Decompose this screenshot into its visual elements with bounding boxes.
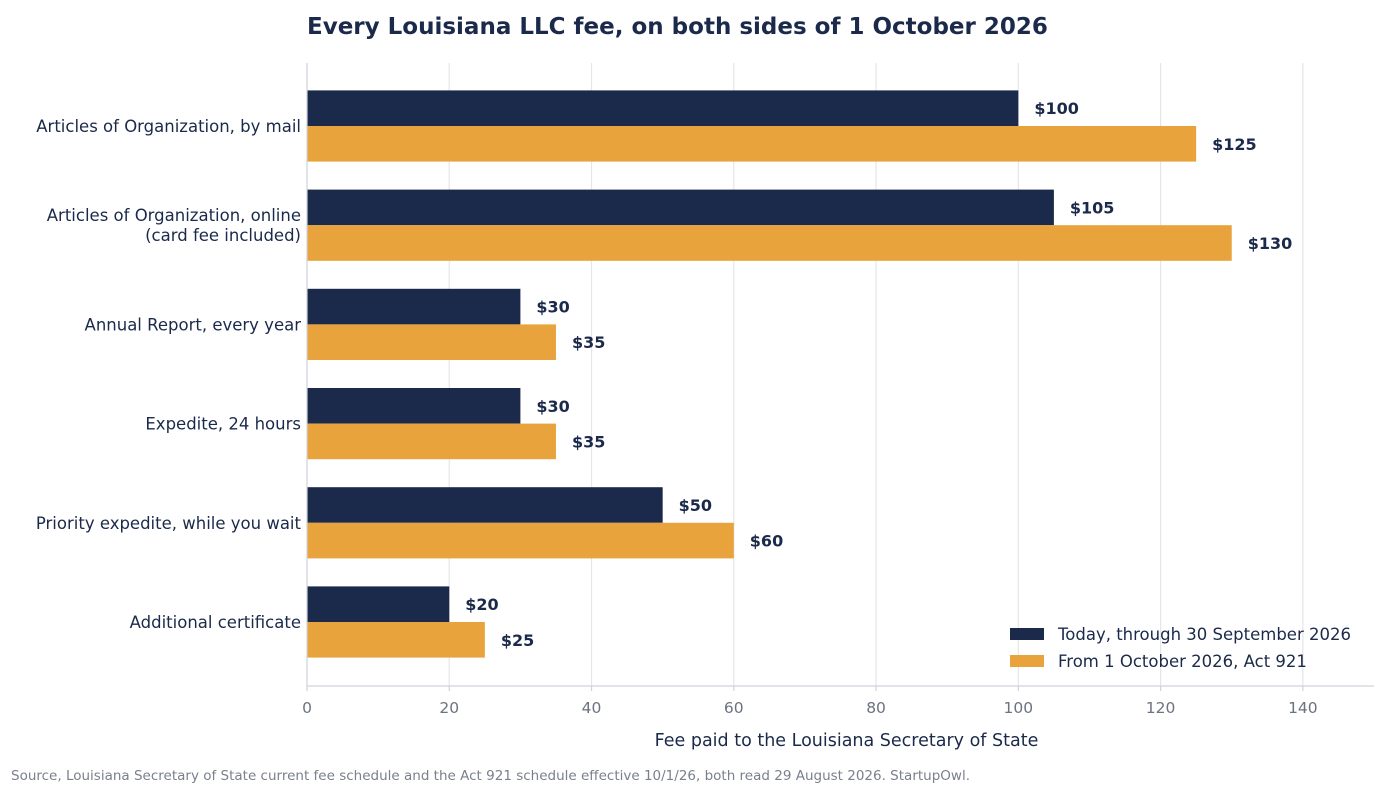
category-label-line: Priority expedite, while you wait: [36, 514, 302, 533]
bar-s0-c5: [307, 586, 450, 622]
category-label-0: Articles of Organization, by mail: [36, 117, 301, 136]
bar-s1-c3: [307, 423, 556, 460]
bar-s0-c4: [307, 487, 663, 523]
category-label-line: (card fee included): [145, 226, 301, 245]
bar-s0-c3: [307, 388, 521, 424]
category-label-line: Expedite, 24 hours: [145, 415, 301, 434]
bar-s0-c1: [307, 189, 1054, 226]
category-label-line: Articles of Organization, online: [47, 206, 301, 225]
bar-s1-c2: [307, 324, 556, 360]
x-tick-label-6: 120: [1146, 699, 1176, 717]
legend-label-1: From 1 October 2026, Act 921: [1058, 652, 1307, 671]
category-label-2: Annual Report, every year: [85, 315, 302, 334]
x-tick-label-4: 80: [866, 699, 886, 717]
category-label-3: Expedite, 24 hours: [145, 415, 301, 434]
category-label-line: Additional certificate: [130, 613, 301, 632]
chart-title: Every Louisiana LLC fee, on both sides o…: [307, 14, 1048, 40]
value-label-s1-c2: $35: [572, 333, 605, 352]
value-label-s1-c3: $35: [572, 432, 605, 451]
x-tick-label-1: 20: [439, 699, 459, 717]
value-label-s0-c4: $50: [679, 496, 712, 515]
legend-label-0: Today, through 30 September 2026: [1057, 625, 1351, 644]
category-label-line: Annual Report, every year: [85, 315, 302, 334]
bar-s1-c1: [307, 225, 1232, 261]
value-label-s0-c0: $100: [1034, 99, 1079, 118]
value-label-s1-c1: $130: [1248, 234, 1293, 253]
category-label-line: Articles of Organization, by mail: [36, 117, 301, 136]
legend-swatch-0: [1010, 628, 1044, 640]
category-label-5: Additional certificate: [130, 613, 301, 632]
x-axis-label: Fee paid to the Louisiana Secretary of S…: [655, 731, 1039, 751]
value-label-s0-c1: $105: [1070, 198, 1115, 217]
x-tick-label-5: 100: [1004, 699, 1034, 717]
bar-s0-c2: [307, 288, 521, 325]
x-tick-label-3: 60: [724, 699, 744, 717]
bar-s0-c0: [307, 90, 1019, 126]
x-tick-label-7: 140: [1288, 699, 1318, 717]
bar-s1-c5: [307, 622, 485, 658]
source-note: Source, Louisiana Secretary of State cur…: [11, 768, 970, 784]
category-label-4: Priority expedite, while you wait: [36, 514, 302, 533]
bar-s1-c4: [307, 522, 734, 559]
x-tick-label-2: 40: [582, 699, 602, 717]
value-label-s1-c0: $125: [1212, 135, 1257, 154]
value-label-s1-c4: $60: [750, 532, 783, 551]
value-label-s0-c5: $20: [465, 595, 498, 614]
x-tick-label-0: 0: [302, 699, 312, 717]
value-label-s1-c5: $25: [501, 631, 534, 650]
bar-s1-c0: [307, 126, 1197, 162]
value-label-s0-c3: $30: [536, 397, 569, 416]
value-label-s0-c2: $30: [536, 298, 569, 317]
category-label-1: Articles of Organization, online (card fe…: [47, 206, 301, 245]
legend-swatch-1: [1010, 655, 1044, 667]
